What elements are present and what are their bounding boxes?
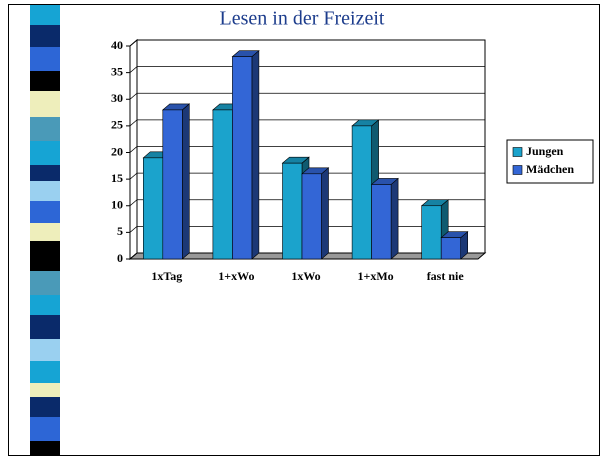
x-tick-label: 1+xMo: [358, 269, 394, 283]
bar: [440, 231, 469, 260]
y-tick-label: 0: [117, 251, 123, 265]
legend-swatch: [512, 165, 523, 175]
grid-line-side: [129, 66, 138, 73]
grid-line-side: [129, 199, 138, 207]
x-tick-label: 1xTag: [151, 269, 182, 283]
bar-front: [212, 109, 233, 260]
bar-front: [351, 125, 372, 260]
y-tick-label: 5: [117, 224, 123, 238]
legend-box: [506, 139, 594, 184]
y-tick-label: 15: [111, 171, 123, 185]
x-tick-label: 1+xWo: [218, 269, 254, 283]
grid-line-side: [129, 146, 138, 153]
bar-front: [440, 237, 462, 260]
legend-label: Mädchen: [526, 162, 574, 176]
x-tick-label: fast nie: [427, 269, 465, 283]
bar-front: [162, 109, 183, 260]
legend-label: Jungen: [526, 144, 564, 158]
y-tick-label: 35: [111, 64, 123, 78]
grid-line-side: [129, 172, 138, 180]
grid-line-side: [129, 92, 138, 100]
bar-front: [371, 184, 392, 260]
bar: [370, 177, 399, 260]
legend-swatch: [512, 147, 523, 157]
y-tick-label: 40: [111, 38, 123, 52]
bar: [231, 49, 260, 260]
bar-front: [421, 205, 442, 260]
grid-line-side: [129, 39, 138, 47]
bar-front: [143, 157, 164, 260]
bar-side: [251, 49, 260, 260]
bar-front: [282, 162, 303, 260]
bar: [161, 103, 191, 260]
y-tick-label: 30: [111, 91, 123, 105]
bar: [301, 167, 330, 260]
x-tick-label: 1xWo: [291, 269, 320, 283]
bar-front: [301, 173, 322, 260]
bar-side: [390, 177, 399, 260]
bar-side: [321, 167, 329, 260]
grid-line-side: [129, 119, 138, 127]
bar-front: [232, 56, 253, 260]
decor-stripe: [30, 5, 60, 455]
y-tick-label: 20: [111, 144, 123, 158]
bar: [420, 199, 450, 260]
y-tick-label: 10: [111, 198, 123, 212]
y-tick-label: 25: [111, 118, 123, 132]
grid-line-side: [129, 252, 138, 260]
bar-side: [182, 103, 190, 260]
chart-title: Lesen in der Freizeit: [220, 8, 385, 30]
grid-line-side: [129, 226, 138, 233]
